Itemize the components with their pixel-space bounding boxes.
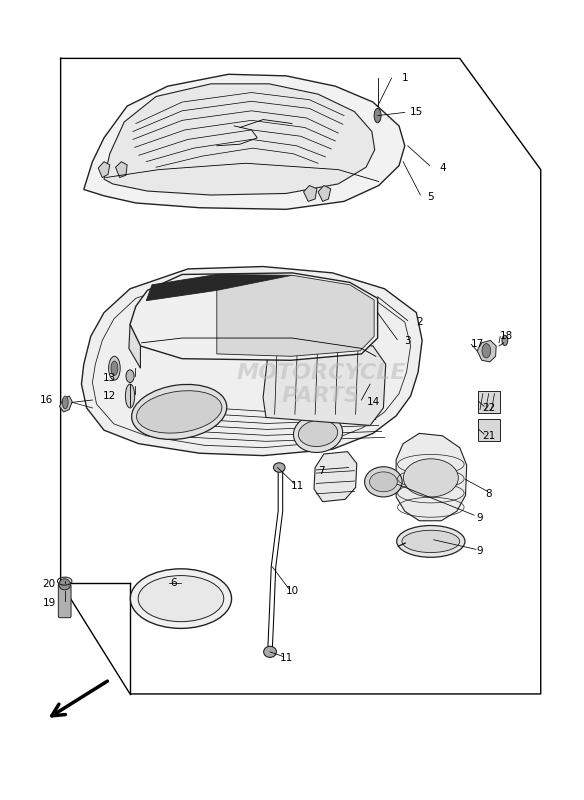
Text: 11: 11: [280, 653, 293, 663]
Polygon shape: [60, 396, 72, 412]
Text: 17: 17: [471, 339, 484, 350]
Text: 15: 15: [410, 107, 423, 118]
Text: 9: 9: [477, 546, 484, 556]
Polygon shape: [396, 434, 467, 521]
FancyBboxPatch shape: [478, 391, 500, 413]
Text: 5: 5: [427, 193, 434, 202]
Polygon shape: [263, 337, 385, 426]
Ellipse shape: [109, 356, 120, 380]
Text: 22: 22: [482, 403, 495, 413]
Ellipse shape: [131, 385, 227, 439]
Text: 11: 11: [291, 481, 304, 490]
Ellipse shape: [263, 646, 276, 658]
Text: 13: 13: [103, 373, 116, 382]
Text: 3: 3: [404, 336, 411, 346]
Text: 18: 18: [499, 331, 513, 342]
Ellipse shape: [62, 396, 68, 409]
Ellipse shape: [502, 335, 507, 346]
Text: 19: 19: [43, 598, 55, 607]
Ellipse shape: [126, 370, 134, 382]
Polygon shape: [314, 452, 357, 502]
FancyBboxPatch shape: [58, 584, 71, 618]
Text: 8: 8: [485, 489, 492, 498]
Ellipse shape: [130, 569, 231, 629]
Text: 10: 10: [286, 586, 298, 596]
Polygon shape: [217, 275, 374, 356]
Ellipse shape: [126, 384, 135, 408]
Text: 20: 20: [43, 579, 55, 590]
Ellipse shape: [364, 466, 402, 497]
Text: 21: 21: [482, 430, 495, 441]
Polygon shape: [304, 186, 317, 202]
Polygon shape: [104, 84, 375, 195]
Ellipse shape: [374, 109, 381, 122]
Polygon shape: [81, 266, 422, 456]
Text: 14: 14: [366, 398, 380, 407]
Ellipse shape: [111, 361, 118, 375]
Polygon shape: [98, 162, 110, 178]
Polygon shape: [146, 274, 292, 301]
Text: 12: 12: [103, 391, 116, 401]
Ellipse shape: [370, 472, 397, 492]
Polygon shape: [130, 273, 378, 360]
Text: 1: 1: [401, 74, 408, 83]
FancyBboxPatch shape: [478, 419, 500, 441]
Polygon shape: [477, 341, 496, 362]
Text: 6: 6: [170, 578, 177, 588]
Ellipse shape: [397, 526, 465, 558]
Ellipse shape: [273, 462, 285, 472]
Text: 4: 4: [439, 163, 446, 173]
Ellipse shape: [404, 458, 458, 497]
Ellipse shape: [402, 530, 460, 553]
Ellipse shape: [298, 420, 338, 446]
Text: MOTORCYCLE
PARTS: MOTORCYCLE PARTS: [236, 362, 406, 406]
Text: 16: 16: [40, 395, 53, 405]
Text: 9: 9: [477, 513, 484, 522]
Polygon shape: [116, 162, 127, 178]
Text: 7: 7: [318, 466, 324, 477]
Ellipse shape: [482, 343, 491, 358]
Ellipse shape: [138, 575, 224, 622]
Polygon shape: [84, 74, 405, 210]
Ellipse shape: [59, 578, 71, 590]
Polygon shape: [129, 325, 140, 368]
Ellipse shape: [294, 414, 343, 453]
Polygon shape: [318, 186, 331, 202]
Text: 2: 2: [416, 317, 423, 327]
Ellipse shape: [137, 390, 222, 433]
